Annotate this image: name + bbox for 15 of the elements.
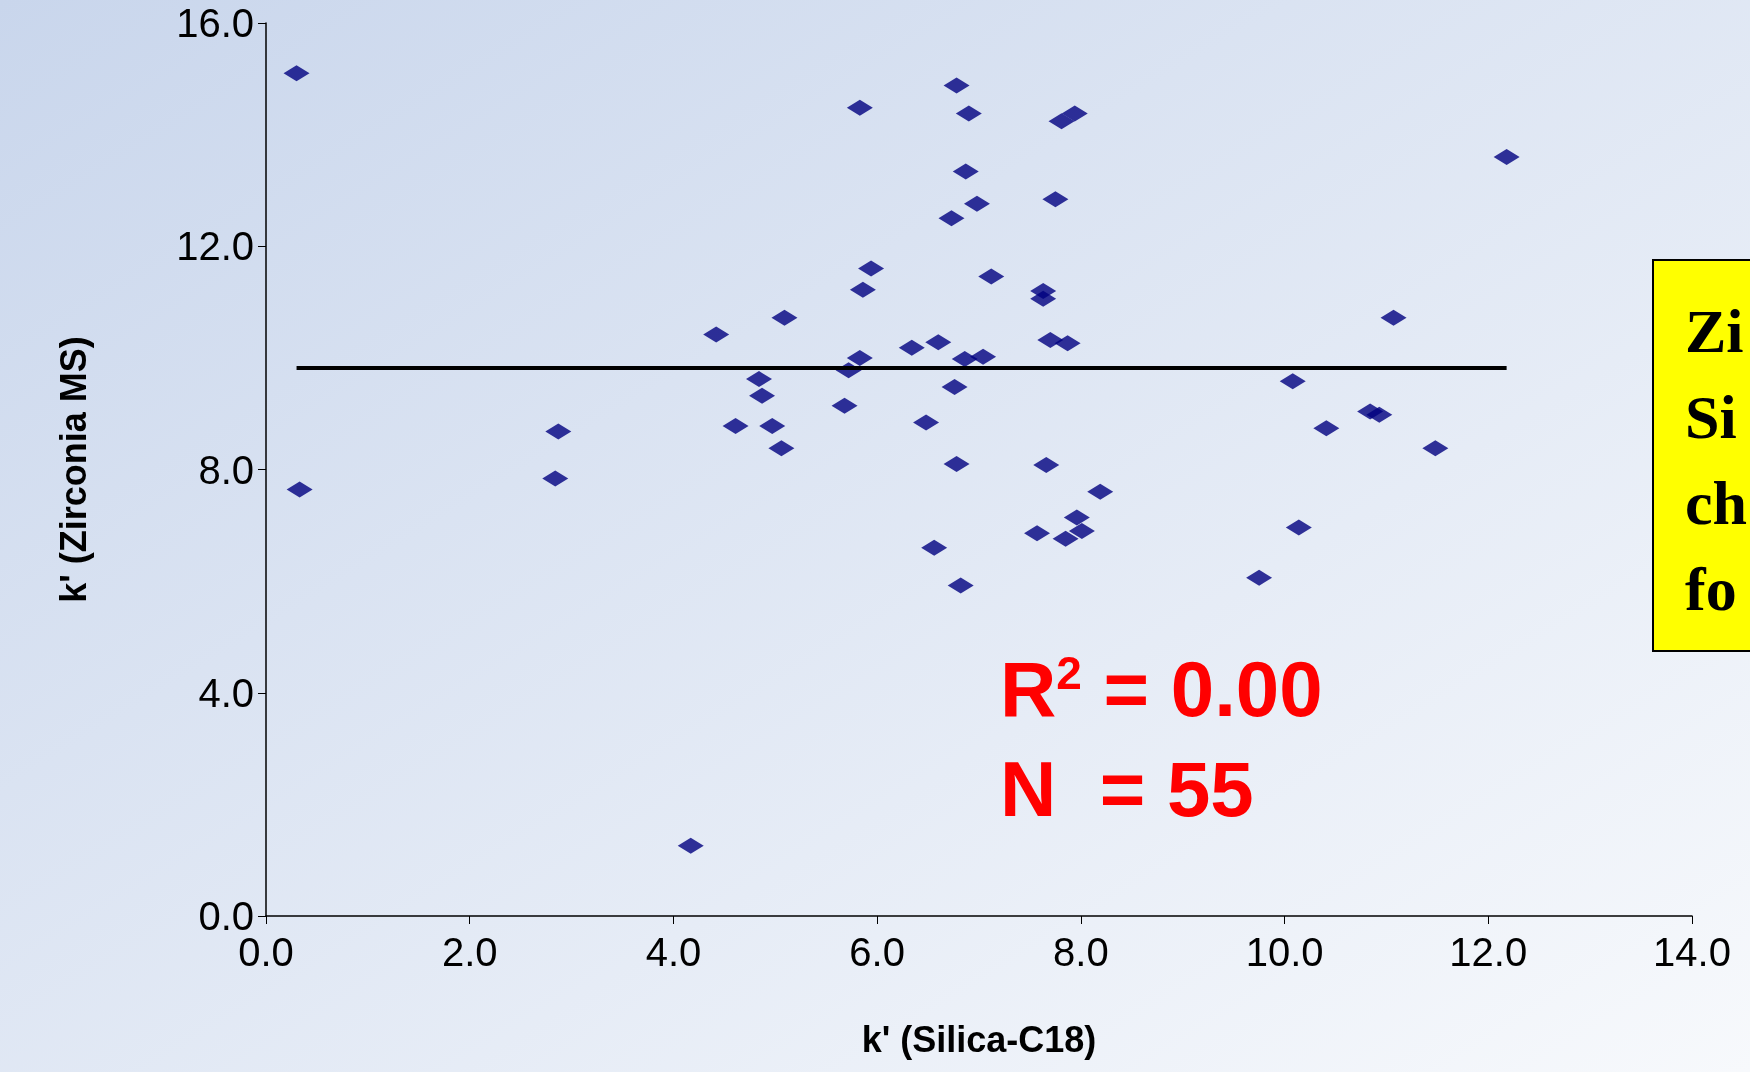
x-tick-label: 4.0 xyxy=(645,930,702,974)
x-tick-label: 6.0 xyxy=(849,930,905,974)
y-tick-label: 8.0 xyxy=(198,447,254,492)
x-tick-label: 12.0 xyxy=(1449,930,1528,974)
x-tick-label: 14.0 xyxy=(1653,930,1731,974)
y-tick-label: 12.0 xyxy=(176,224,254,269)
y-tick-label: 16.0 xyxy=(176,1,254,45)
annotation: Zi Si ch fo xyxy=(1685,297,1747,623)
annotation: N = 55 xyxy=(1000,745,1254,833)
x-tick-label: 2.0 xyxy=(441,930,498,974)
y-axis-title: k' (Zirconia MS) xyxy=(52,336,94,603)
x-tick-label: 8.0 xyxy=(1053,930,1109,974)
y-tick-label: 4.0 xyxy=(198,670,254,715)
x-axis-title: k' (Silica-C18) xyxy=(861,1018,1097,1060)
x-tick-label: 10.0 xyxy=(1245,930,1324,974)
